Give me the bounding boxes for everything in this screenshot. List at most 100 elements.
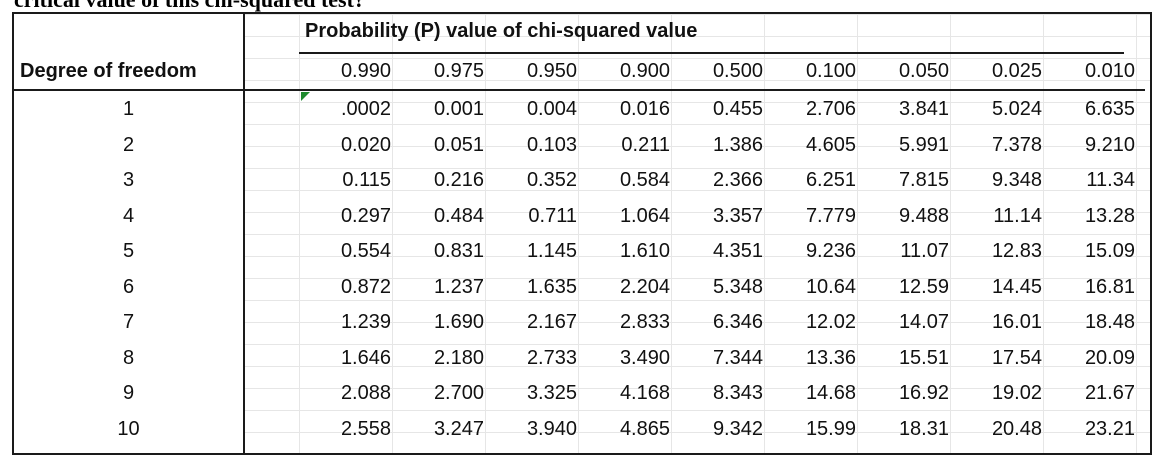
table-cell: 9.342 xyxy=(712,417,763,440)
table-cell: 14.45 xyxy=(991,275,1042,298)
p-value-header-cell: 0.100 xyxy=(805,60,856,82)
table-cell: 1.646 xyxy=(340,346,391,369)
table-cell: 0.711 xyxy=(528,204,577,227)
table-row: 6 0.872 1.237 1.635 2.204 5.348 10.64 12.59 14.4… xyxy=(14,270,1150,305)
table-cell: 1.237 xyxy=(433,275,484,298)
table-cell: 21.67 xyxy=(1084,382,1135,404)
p-value-header-cell: 0.500 xyxy=(712,60,763,82)
degree-of-freedom-cell: 1 xyxy=(122,98,135,120)
table-cell: 4.168 xyxy=(619,382,670,404)
table-cell: 6.346 xyxy=(712,311,763,333)
table-title: Probability (P) value of chi-squared val… xyxy=(305,20,698,42)
table-cell: 0.216 xyxy=(433,169,484,191)
table-cell: 10.64 xyxy=(805,275,856,298)
question-heading: critical value of this chi-squared test? xyxy=(14,0,365,13)
table-cell: 2.204 xyxy=(619,275,670,298)
table-cell: 0.352 xyxy=(526,169,577,191)
table-cell: 1.610 xyxy=(619,240,670,262)
table-cell: 0.016 xyxy=(619,98,670,120)
table-cell: 0.211 xyxy=(621,133,670,156)
table-cell: 5.348 xyxy=(712,275,763,298)
table-cell: 3.247 xyxy=(433,417,484,440)
table-cell: 1.145 xyxy=(526,240,577,262)
table-cell: 7.815 xyxy=(898,169,949,191)
table-cell: 12.83 xyxy=(991,240,1042,262)
table-cell: 0.872 xyxy=(340,275,391,298)
degree-of-freedom-cell: 9 xyxy=(122,382,135,404)
table-cell: 5.991 xyxy=(898,133,949,156)
table-cell: 9.236 xyxy=(805,240,856,262)
table-row: 2 0.020 0.051 0.103 0.211 1.386 4.605 5.991 7.37… xyxy=(14,128,1150,163)
table-row: 3 0.115 0.216 0.352 0.584 2.366 6.251 7.815 9.34… xyxy=(14,163,1150,198)
table-cell: 1.239 xyxy=(340,311,391,333)
degree-of-freedom-cell: 4 xyxy=(122,204,135,227)
table-cell: 0.115 xyxy=(342,169,391,191)
table-cell: 18.31 xyxy=(898,417,949,440)
table-row: 5 0.554 0.831 1.145 1.610 4.351 9.236 11.07 12.8… xyxy=(14,234,1150,269)
row-header-cell: Degree of freedom xyxy=(14,14,243,91)
table-cell: 20.48 xyxy=(991,417,1042,440)
table-cell: 16.81 xyxy=(1084,275,1135,298)
table-cell: 0.831 xyxy=(433,240,484,262)
table-cell: 0.004 xyxy=(526,98,577,120)
table-cell: 3.357 xyxy=(712,204,763,227)
degree-of-freedom-label: Degree of freedom xyxy=(20,60,197,82)
table-cell: 7.378 xyxy=(991,133,1042,156)
table-cell: 11.14 xyxy=(993,204,1042,227)
table-cell: 2.088 xyxy=(340,382,391,404)
table-cell: 23.21 xyxy=(1084,417,1135,440)
table-row: 1 .0002 0.001 0.004 0.016 0.455 2.706 3.841 5.02… xyxy=(14,92,1150,127)
table-cell: 4.605 xyxy=(805,133,856,156)
degree-of-freedom-cell: 8 xyxy=(122,346,135,369)
table-cell: 2.733 xyxy=(526,346,577,369)
table-cell: 3.841 xyxy=(898,98,949,120)
table-cell: 6.251 xyxy=(805,169,856,191)
table-cell: 3.325 xyxy=(526,382,577,404)
header-divider xyxy=(245,89,1145,91)
p-value-header-cell: 0.990 xyxy=(340,60,391,82)
table-cell: 14.68 xyxy=(805,382,856,404)
table-cell: 15.09 xyxy=(1084,240,1135,262)
p-value-header-cell: 0.900 xyxy=(619,60,670,82)
table-cell: 2.706 xyxy=(805,98,856,120)
degree-of-freedom-cell: 5 xyxy=(122,240,135,262)
degree-of-freedom-cell: 3 xyxy=(122,169,135,191)
p-value-header-cell: 0.050 xyxy=(898,60,949,82)
table-cell: .0002 xyxy=(340,98,391,120)
table-cell: 0.051 xyxy=(433,133,484,156)
p-value-header-cell: 0.950 xyxy=(526,60,577,82)
table-cell: 3.490 xyxy=(619,346,670,369)
table-row: 9 2.088 2.700 3.325 4.168 8.343 14.68 16.92 19.0… xyxy=(14,376,1150,411)
table-cell: 0.584 xyxy=(619,169,670,191)
table-cell: 6.635 xyxy=(1084,98,1135,120)
table-cell: 2.167 xyxy=(526,311,577,333)
table-cell: 19.02 xyxy=(991,382,1042,404)
table-cell: 13.28 xyxy=(1084,204,1135,227)
table-cell: 0.020 xyxy=(340,133,391,156)
table-cell: 9.210 xyxy=(1084,133,1135,156)
table-cell: 17.54 xyxy=(991,346,1042,369)
table-cell: 11.34 xyxy=(1086,169,1135,191)
table-row: 4 0.297 0.484 0.711 1.064 3.357 7.779 9.488 11.1… xyxy=(14,199,1150,234)
table-cell: 0.297 xyxy=(340,204,391,227)
table-cell: 18.48 xyxy=(1084,311,1135,333)
table-cell: 16.92 xyxy=(898,382,949,404)
table-cell: 14.07 xyxy=(898,311,949,333)
table-cell: 20.09 xyxy=(1084,346,1135,369)
table-cell: 2.180 xyxy=(433,346,484,369)
table-cell: 1.064 xyxy=(619,204,670,227)
table-cell: 16.01 xyxy=(991,311,1042,333)
table-cell: 9.488 xyxy=(898,204,949,227)
table-cell: 11.07 xyxy=(900,240,949,262)
degree-of-freedom-cell: 7 xyxy=(122,311,135,333)
table-cell: 15.99 xyxy=(805,417,856,440)
table-cell: 4.351 xyxy=(712,240,763,262)
table-row: 10 2.558 3.247 3.940 4.865 9.342 15.99 18.31 20.… xyxy=(14,412,1150,447)
table-row: 8 1.646 2.180 2.733 3.490 7.344 13.36 15.51 17.5… xyxy=(14,341,1150,376)
table-cell: 0.554 xyxy=(340,240,391,262)
table-cell: 2.366 xyxy=(712,169,763,191)
degree-of-freedom-cell: 2 xyxy=(122,133,135,156)
table-cell: 5.024 xyxy=(991,98,1042,120)
table-cell: 2.700 xyxy=(433,382,484,404)
table-cell: 12.59 xyxy=(898,275,949,298)
